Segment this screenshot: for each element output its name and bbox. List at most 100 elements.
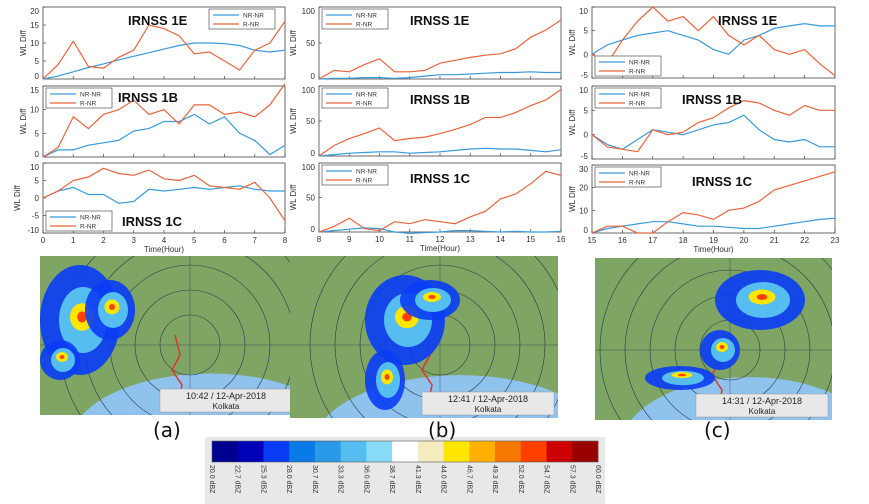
echo-cell: [77, 311, 87, 323]
echo-cell: [756, 294, 768, 300]
colorbar-label: 33.3 dBZ: [337, 465, 344, 494]
x-tick-label: 8: [283, 236, 288, 245]
chart-title: IRNSS 1E: [410, 13, 470, 28]
chart-title: IRNSS 1C: [410, 171, 471, 186]
legend-box: [45, 87, 113, 109]
y-tick-label: 15: [30, 21, 39, 30]
timestamp-box: [421, 391, 555, 416]
radar-location: Kolkata: [213, 402, 240, 411]
series-line-r-nr: [318, 170, 562, 233]
y-tick-label: 0: [311, 149, 316, 158]
y-tick-label: 20: [579, 184, 588, 193]
echo-cell: [384, 374, 390, 380]
legend-label: NR-NR: [629, 92, 650, 99]
y-tick-label: 0: [311, 72, 316, 81]
legend-label: R-NR: [80, 101, 97, 108]
y-tick-label: 10: [30, 106, 39, 115]
x-tick-label: 8: [317, 235, 322, 244]
legend-label: NR-NR: [80, 92, 101, 99]
radar-map: [40, 256, 296, 415]
y-tick-label: -5: [581, 71, 589, 80]
radar-timestamp: 10:42 / 12-Apr-2018: [186, 391, 266, 401]
series-line-nr-nr: [42, 113, 286, 158]
x-tick-label: 15: [588, 236, 597, 245]
chart-panel-8: 0 10 20 30 15 16 17 18 19 20 21 22 23 Time(Hour) WL Di…: [568, 164, 840, 254]
x-tick-label: 1: [71, 236, 76, 245]
series-line-nr-nr: [318, 71, 561, 80]
colorbar-label: 46.7 dBZ: [465, 465, 472, 494]
radar-location: Kolkata: [749, 407, 776, 416]
radar-map: [290, 256, 558, 418]
panel-label-c: (c): [704, 418, 731, 442]
colorbar-swatch: [443, 441, 470, 462]
y-tick-label: 0: [311, 225, 316, 234]
legend-label: R-NR: [629, 69, 646, 76]
y-axis-label: WL Diff: [289, 29, 298, 56]
colorbar-swatch: [263, 441, 290, 462]
echo-cell: [428, 295, 436, 299]
x-tick-label: 0: [41, 236, 46, 245]
x-tick-label: 6: [222, 236, 227, 245]
x-axis-label: Time(Hour): [420, 244, 460, 253]
series-line-nr-nr: [318, 147, 562, 157]
chart-title: IRNSS 1C: [122, 214, 183, 229]
chart-title: IRNSS 1C: [692, 174, 753, 189]
panel-label-b: (b): [428, 418, 457, 442]
series-line-nr-nr: [591, 114, 835, 150]
y-axis-label: WL Diff: [19, 29, 28, 56]
y-tick-label: 5: [35, 177, 40, 186]
y-axis-label: WL Diff: [13, 184, 22, 211]
legend-label: NR-NR: [629, 60, 650, 67]
legend: NR-NR R-NR: [321, 164, 389, 186]
legend-label: R-NR: [356, 22, 373, 29]
colorbar-label: 30.7 dBZ: [311, 465, 318, 494]
legend-label: R-NR: [356, 101, 373, 108]
x-tick-label: 14: [496, 235, 505, 244]
legend-label: NR-NR: [356, 169, 377, 176]
y-axis-label: WL Diff: [568, 109, 577, 136]
radar-timestamp: 12:41 / 12-Apr-2018: [448, 394, 528, 404]
legend: NR-NR R-NR: [594, 55, 662, 77]
chart-panel-1: 0 5 10 15 WL Diff IRNSS 1B NR-NR R-NR: [19, 83, 286, 159]
colorbar-swatch: [495, 441, 522, 462]
colorbar-swatch: [366, 441, 393, 462]
colorbar-label: 41.3 dBZ: [414, 465, 421, 494]
legend-label: R-NR: [243, 22, 260, 29]
x-tick-label: 18: [679, 236, 688, 245]
legend-label: R-NR: [356, 178, 373, 185]
chart-title: IRNSS 1B: [118, 90, 178, 105]
colorbar-swatch: [340, 441, 367, 462]
colorbar-swatch: [289, 441, 316, 462]
y-tick-label: -5: [581, 152, 589, 161]
chart-panel-4: 0 50 100 WL Diff IRNSS 1B NR-NR R-NR: [289, 85, 562, 158]
y-tick-label: 50: [306, 194, 315, 203]
x-tick-label: 12: [436, 235, 445, 244]
y-axis-label: WL Diff: [289, 107, 298, 134]
legend-label: NR-NR: [356, 13, 377, 20]
colorbar-swatch: [572, 441, 599, 462]
y-tick-label: 20: [30, 7, 39, 16]
chart-panel-0: 0 5 10 15 20 WL Diff IRNSS 1E NR-NR R-NR: [19, 6, 286, 81]
colorbar-swatch: [417, 441, 444, 462]
chart-title: IRNSS 1E: [128, 13, 188, 28]
colorbar-label: 38.7 dBZ: [388, 465, 395, 494]
series-line-r-nr: [318, 89, 562, 157]
x-tick-label: 16: [618, 236, 627, 245]
colorbar-label: 22.7 dBZ: [234, 465, 241, 494]
y-tick-label: -10: [27, 226, 39, 235]
legend-box: [321, 8, 389, 30]
y-tick-label: 100: [302, 7, 316, 16]
series-line-r-nr: [42, 167, 286, 222]
legend: NR-NR R-NR: [45, 210, 113, 232]
y-tick-label: 30: [579, 165, 588, 174]
legend-box: [321, 87, 389, 109]
y-tick-label: 10: [30, 163, 39, 172]
y-tick-label: 0: [584, 131, 589, 140]
colorbar-frame: [211, 440, 599, 463]
legend-label: NR-NR: [80, 215, 101, 222]
colorbar-swatch: [546, 441, 573, 462]
